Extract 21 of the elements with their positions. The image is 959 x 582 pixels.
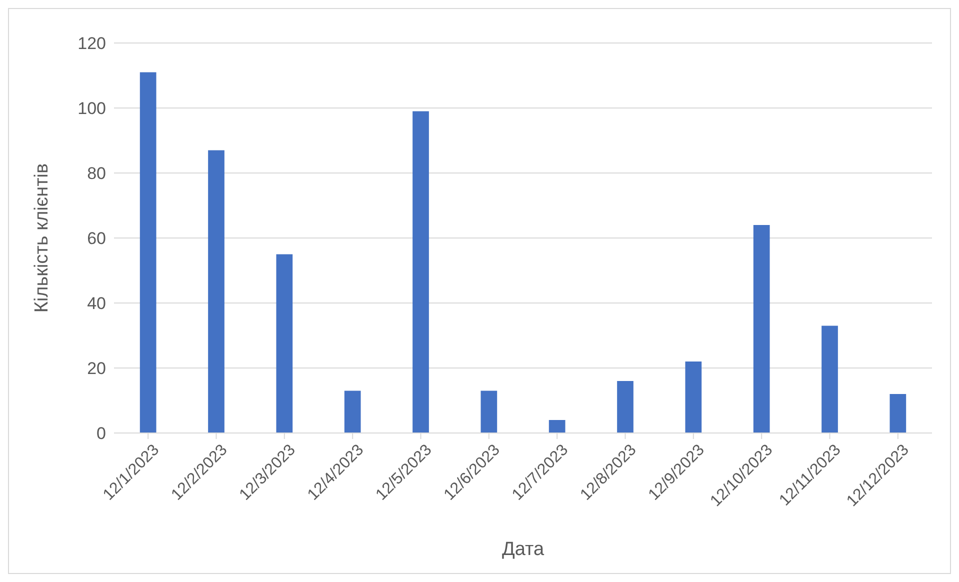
- y-tick-label: 120: [78, 34, 106, 54]
- x-axis-title: Дата: [502, 539, 544, 560]
- bar: [890, 394, 906, 433]
- bar: [140, 72, 156, 433]
- bar: [822, 326, 838, 433]
- y-tick-label: 60: [87, 229, 106, 248]
- bar: [617, 381, 634, 433]
- bar: [548, 420, 566, 433]
- bar: [208, 150, 224, 433]
- bar: [753, 225, 770, 433]
- y-tick-label: 100: [78, 99, 106, 118]
- bar: [412, 111, 429, 433]
- bar: [276, 254, 293, 433]
- bar: [685, 362, 702, 433]
- bar: [344, 390, 361, 433]
- y-tick-label: 40: [87, 294, 106, 314]
- y-tick-label: 0: [96, 424, 106, 444]
- y-tick-label: 20: [87, 359, 106, 378]
- y-tick-label: 80: [87, 164, 106, 184]
- y-axis-title: Кількість клієнтів: [32, 163, 53, 313]
- bar: [480, 390, 498, 433]
